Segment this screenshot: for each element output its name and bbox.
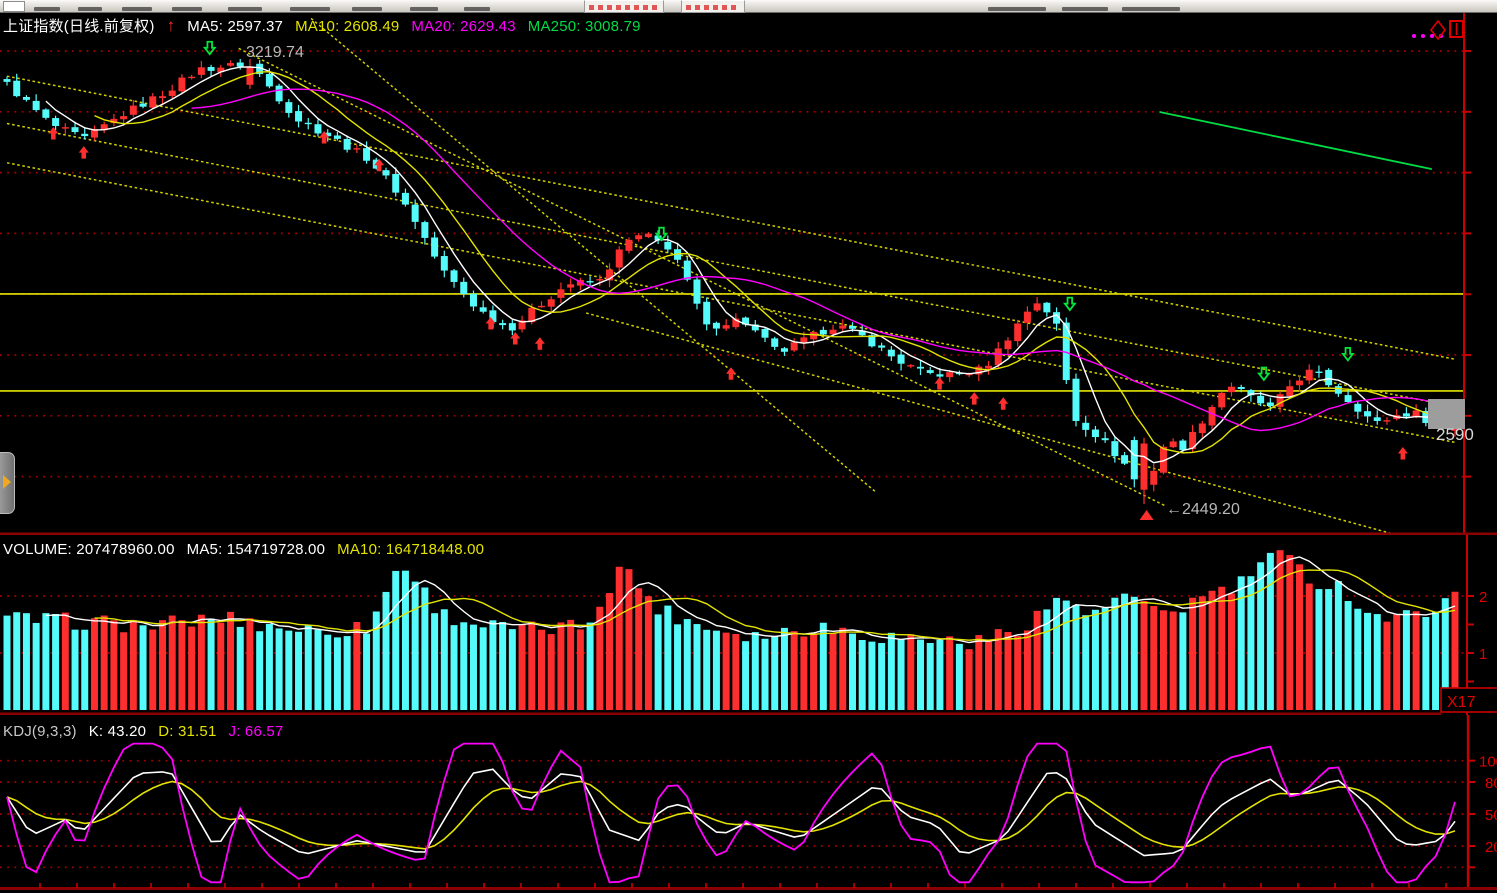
buy-arrow-icon	[1397, 446, 1408, 460]
menu-item[interactable]	[988, 7, 1046, 11]
menu-item[interactable]	[352, 7, 382, 11]
kdj-k-value: K: 43.20	[88, 723, 147, 740]
menu-item[interactable]	[78, 7, 102, 11]
buy-arrow-icon	[374, 158, 385, 172]
last-price-label: 2590	[1436, 425, 1474, 444]
ma5-value: MA5: 2597.37	[187, 18, 284, 35]
volume-ma5-value: MA5: 154719728.00	[186, 541, 326, 558]
chart-canvas[interactable]: 2 1 X17 100 80 50 20	[0, 12, 1497, 893]
peak-price-label: 3219.74	[246, 44, 304, 61]
buy-arrow-icon	[319, 131, 330, 144]
svg-text:80: 80	[1485, 775, 1497, 792]
volume-legend: VOLUME: 207478960.00 MA5: 154719728.00 MA1…	[3, 541, 496, 558]
sell-arrow-icon	[654, 226, 669, 242]
sell-arrow-icon	[1063, 296, 1077, 312]
menu-item[interactable]	[172, 7, 202, 11]
last-price-flag	[1428, 399, 1465, 429]
buy-arrow-icon	[998, 397, 1009, 410]
app-icon[interactable]	[3, 1, 25, 12]
low-marker-icon	[1139, 510, 1154, 520]
buy-arrow-icon	[510, 332, 521, 345]
trough-price-label: ←2449.20	[1166, 501, 1240, 518]
ma250-dots-icon	[1412, 34, 1416, 38]
quote-button-1[interactable]	[584, 0, 664, 13]
svg-text:100: 100	[1479, 754, 1497, 771]
svg-text:2: 2	[1479, 589, 1487, 606]
kdj-j-value: J: 66.57	[228, 723, 284, 740]
buy-arrow-icon	[726, 367, 736, 380]
menu-item[interactable]	[1122, 7, 1180, 11]
buy-arrow-icon	[969, 392, 980, 405]
buy-arrow-icon	[48, 127, 59, 140]
kdj-legend: KDJ(9,3,3) K: 43.20 D: 31.51 J: 66.57	[3, 723, 295, 740]
menu-item[interactable]	[290, 7, 330, 11]
menu-item[interactable]	[34, 7, 60, 11]
expand-arrow-icon	[3, 475, 11, 489]
buy-arrow-icon	[485, 317, 496, 330]
svg-text:X17: X17	[1447, 694, 1476, 711]
menu-item[interactable]	[122, 7, 152, 11]
quote-button-2[interactable]	[681, 0, 745, 13]
svg-text:20: 20	[1485, 839, 1497, 856]
menu-item[interactable]	[1062, 7, 1108, 11]
ma250-dots-icon	[1421, 34, 1425, 38]
sell-arrow-icon	[1341, 346, 1355, 362]
svg-text:1: 1	[1479, 646, 1487, 663]
menu-item[interactable]	[464, 7, 490, 11]
volume-value: VOLUME: 207478960.00	[3, 541, 175, 558]
buy-arrow-icon	[78, 146, 89, 159]
volume-ma10-value: MA10: 164718448.00	[337, 541, 485, 558]
chart-title: 上证指数(日线.前复权)	[3, 18, 155, 35]
menu-bar[interactable]	[0, 0, 1497, 13]
ma10-value: MA10: 2608.49	[295, 18, 400, 35]
diamond-icon	[1429, 19, 1447, 41]
sell-arrow-icon	[1257, 366, 1271, 382]
sell-arrow-icon	[202, 40, 217, 56]
buy-arrow-icon	[934, 377, 945, 390]
menu-item[interactable]	[228, 7, 262, 11]
menu-item[interactable]	[410, 7, 438, 11]
svg-text:50: 50	[1485, 807, 1497, 824]
up-arrow-icon: ↑	[166, 16, 176, 35]
buy-arrow-icon	[534, 337, 545, 350]
side-panel-handle[interactable]	[0, 452, 15, 514]
ma250-dots-icon	[1430, 34, 1434, 38]
main-chart-legend: 上证指数(日线.前复权) ↑ MA5: 2597.37 MA10: 2608.49 MA…	[3, 15, 653, 36]
ma20-value: MA20: 2629.43	[411, 18, 516, 35]
kdj-name: KDJ(9,3,3)	[3, 723, 77, 740]
ma250-value: MA250: 3008.79	[527, 18, 641, 35]
kdj-d-value: D: 31.51	[158, 723, 217, 740]
